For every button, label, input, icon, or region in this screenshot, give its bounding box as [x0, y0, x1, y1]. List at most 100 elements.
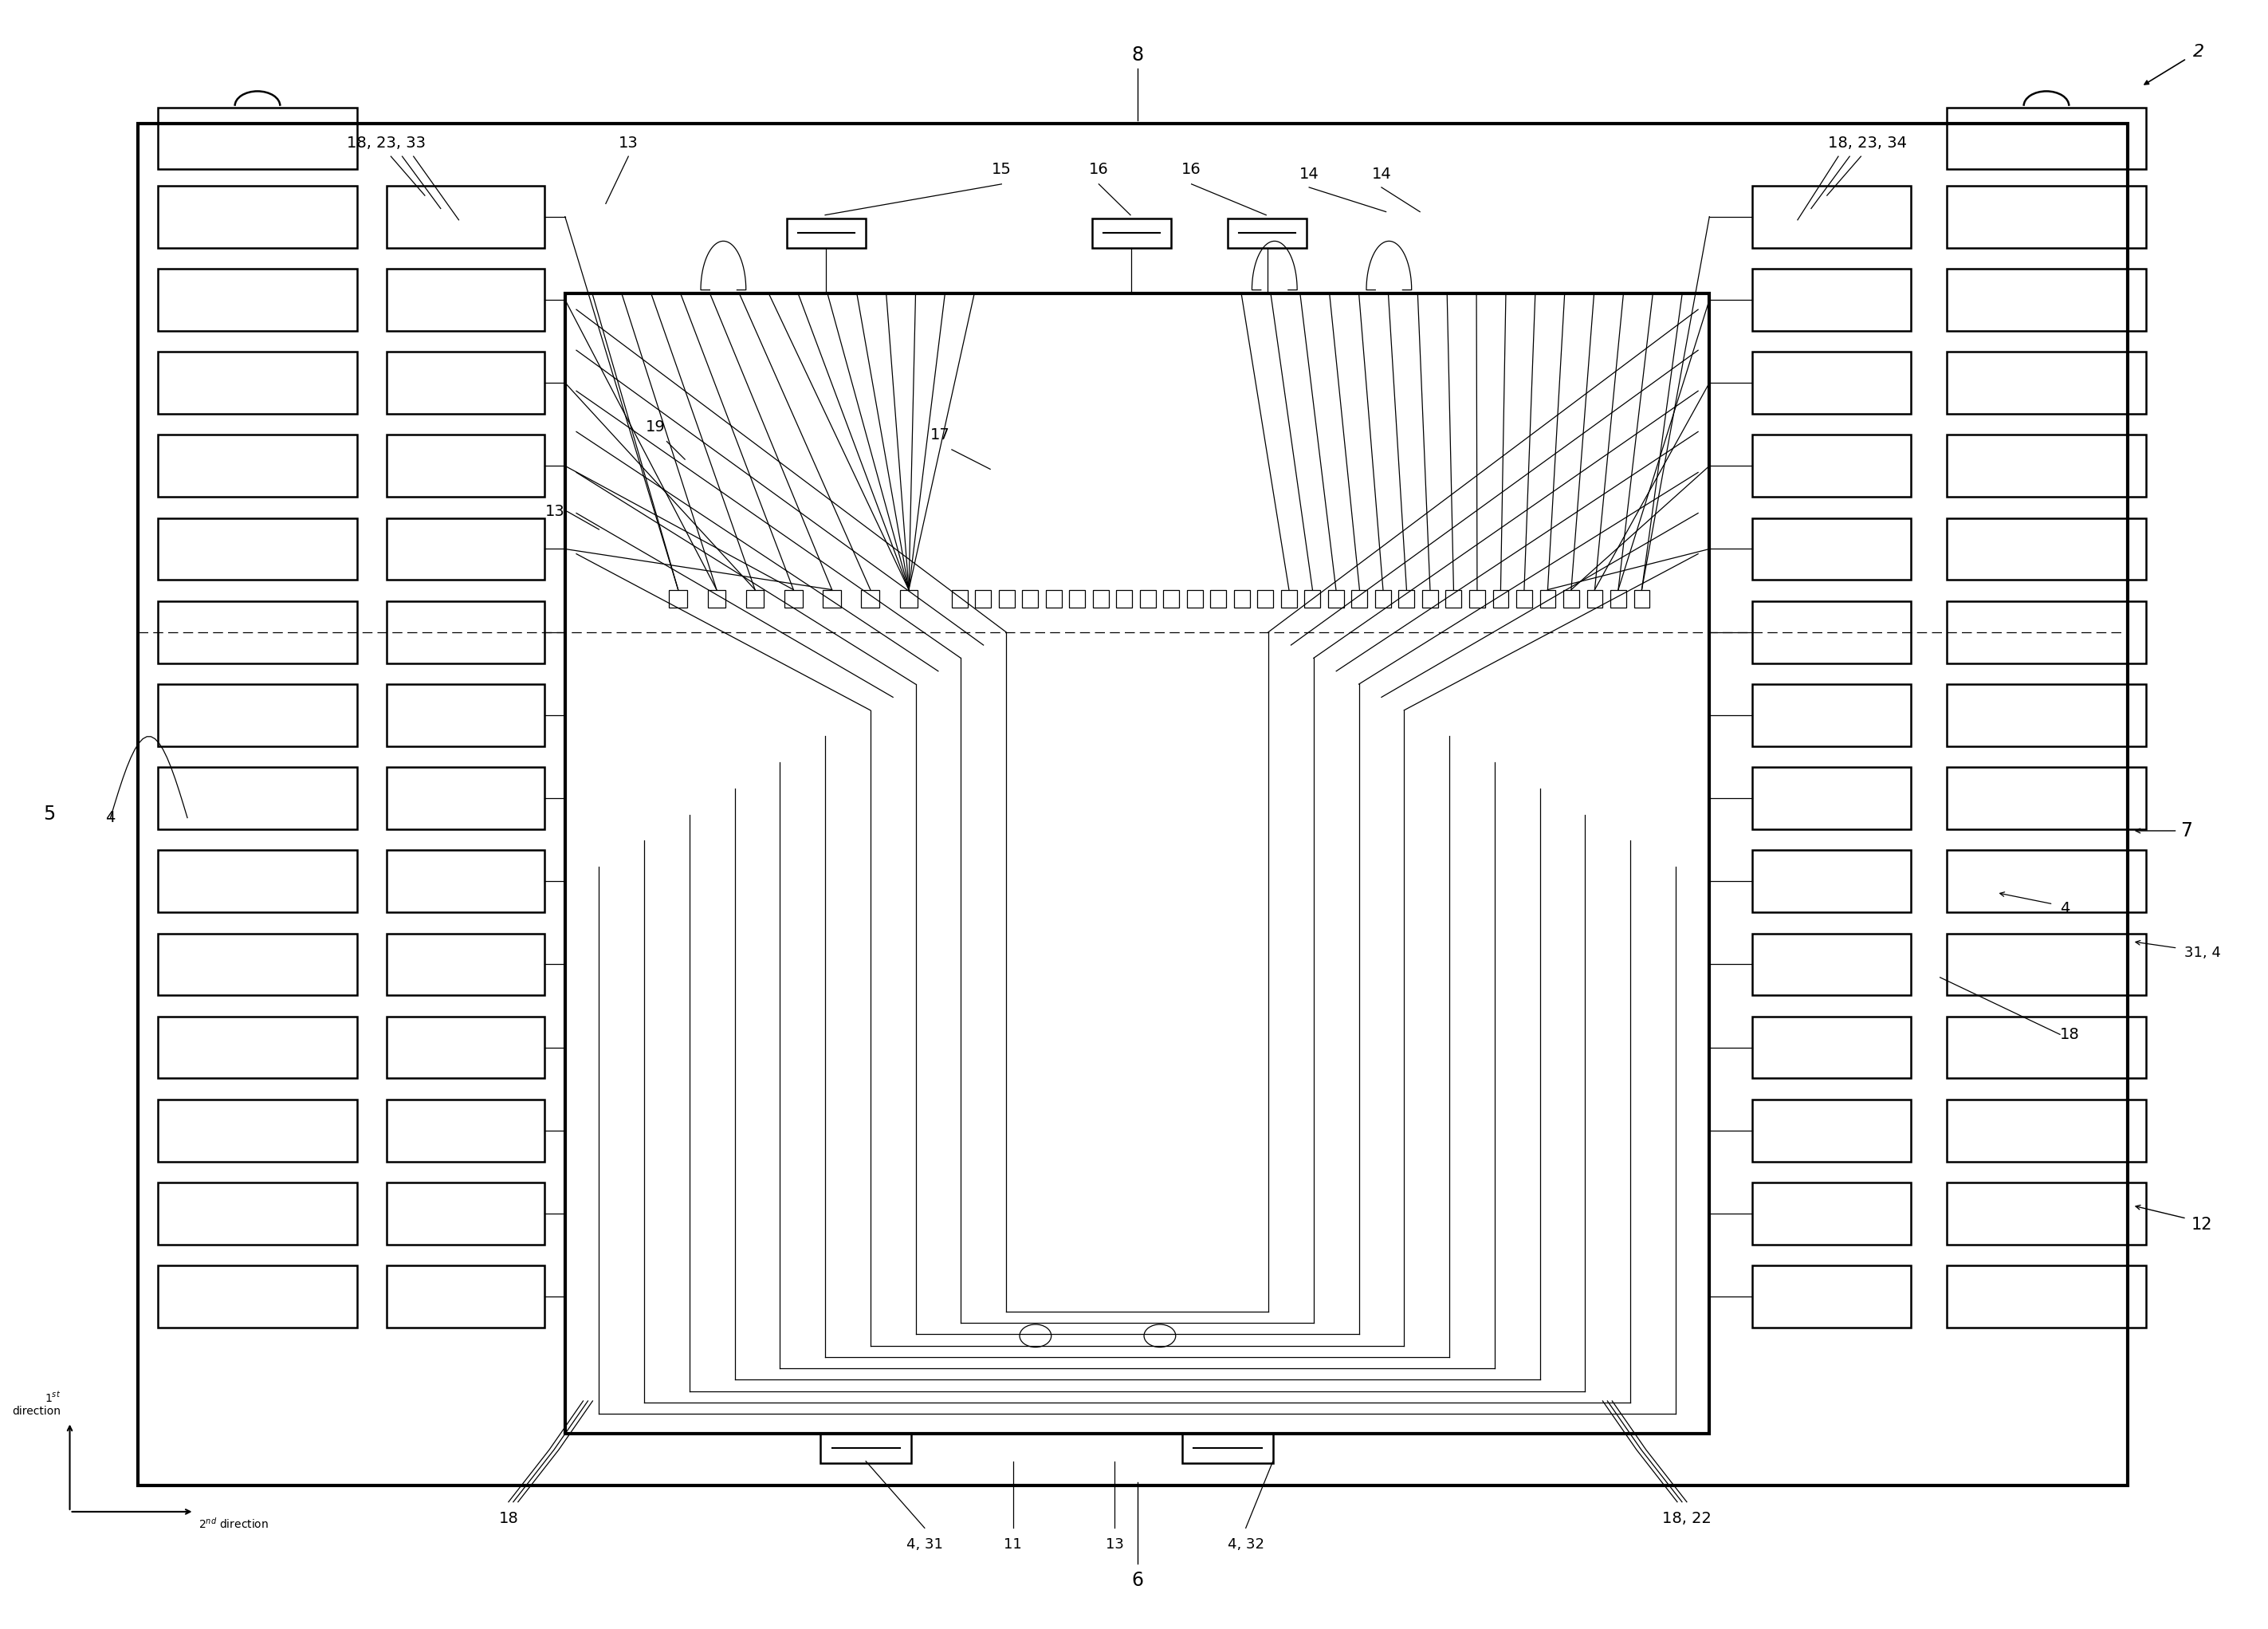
Text: 14: 14 — [1300, 166, 1320, 182]
Bar — [1753, 518, 1910, 580]
Bar — [1946, 684, 2146, 746]
Bar — [1946, 601, 2146, 663]
Bar — [159, 108, 356, 169]
Bar — [386, 1016, 544, 1078]
Bar — [159, 933, 356, 995]
Bar — [159, 1100, 356, 1161]
Bar — [159, 1016, 356, 1078]
Bar — [1946, 352, 2146, 414]
Bar — [823, 590, 841, 608]
Text: 4: 4 — [107, 810, 116, 826]
Text: 16: 16 — [1089, 161, 1109, 178]
Bar — [386, 1100, 544, 1161]
Bar — [1946, 1183, 2146, 1245]
Bar — [1946, 186, 2146, 248]
Bar — [159, 850, 356, 912]
Bar — [1563, 590, 1579, 608]
Bar — [1070, 590, 1084, 608]
Bar — [386, 850, 544, 912]
Text: 18, 22: 18, 22 — [1662, 1510, 1712, 1526]
Bar — [1186, 590, 1202, 608]
Bar — [1753, 1016, 1910, 1078]
Bar — [386, 1266, 544, 1328]
Bar — [1399, 590, 1415, 608]
Bar — [159, 518, 356, 580]
Text: 18: 18 — [499, 1510, 519, 1526]
Bar — [1946, 767, 2146, 829]
Bar — [1946, 1266, 2146, 1328]
Bar — [1304, 590, 1320, 608]
Bar — [1091, 218, 1170, 248]
Bar — [1753, 767, 1910, 829]
Bar — [746, 590, 764, 608]
Bar — [1946, 269, 2146, 331]
Bar — [953, 590, 968, 608]
Bar — [669, 590, 687, 608]
Bar — [1753, 933, 1910, 995]
Text: 13: 13 — [1105, 1538, 1123, 1551]
Bar — [159, 186, 356, 248]
Text: 11: 11 — [1005, 1538, 1023, 1551]
Text: 1$^{st}$
direction: 1$^{st}$ direction — [11, 1390, 61, 1417]
Bar — [159, 1266, 356, 1328]
Bar — [1116, 590, 1132, 608]
Bar — [386, 269, 544, 331]
Bar — [1352, 590, 1368, 608]
Bar — [1046, 590, 1061, 608]
Bar — [862, 590, 880, 608]
Bar — [159, 1183, 356, 1245]
Bar — [1470, 590, 1486, 608]
Text: 4: 4 — [2059, 901, 2071, 917]
Bar — [1753, 1183, 1910, 1245]
Text: 19: 19 — [646, 419, 665, 435]
Bar — [1445, 590, 1461, 608]
Bar — [1610, 590, 1626, 608]
Text: 7: 7 — [2180, 821, 2193, 841]
Text: 4, 32: 4, 32 — [1227, 1538, 1263, 1551]
Bar — [1753, 850, 1910, 912]
Bar — [1281, 590, 1297, 608]
Bar — [1753, 435, 1910, 497]
Bar — [386, 601, 544, 663]
Bar — [386, 435, 544, 497]
Text: 15: 15 — [991, 161, 1012, 178]
Bar — [159, 352, 356, 414]
Bar — [1753, 601, 1910, 663]
Bar — [900, 590, 919, 608]
Text: 18: 18 — [2059, 1026, 2080, 1043]
Text: 13: 13 — [544, 503, 565, 520]
Bar — [1753, 269, 1910, 331]
Bar — [386, 518, 544, 580]
Bar — [1329, 590, 1345, 608]
Bar — [159, 435, 356, 497]
Bar — [1374, 590, 1390, 608]
Text: 12: 12 — [2191, 1217, 2211, 1233]
Bar — [1753, 684, 1910, 746]
Bar — [138, 124, 2127, 1486]
Bar — [159, 767, 356, 829]
Bar — [785, 590, 803, 608]
Bar — [1753, 1100, 1910, 1161]
Bar — [386, 186, 544, 248]
Bar — [159, 601, 356, 663]
Bar — [1256, 590, 1272, 608]
Bar — [1422, 590, 1438, 608]
Bar — [1492, 590, 1508, 608]
Bar — [1946, 1016, 2146, 1078]
Bar — [1753, 186, 1910, 248]
Bar — [787, 218, 866, 248]
Bar — [1946, 435, 2146, 497]
Bar — [1182, 1434, 1272, 1463]
Text: 13: 13 — [619, 135, 637, 151]
Text: 18, 23, 34: 18, 23, 34 — [1828, 135, 1907, 151]
Text: 2$^{nd}$ direction: 2$^{nd}$ direction — [200, 1517, 270, 1531]
Bar — [1141, 590, 1157, 608]
Text: 8: 8 — [1132, 46, 1143, 65]
Text: 4, 31: 4, 31 — [907, 1538, 943, 1551]
Text: 16: 16 — [1182, 161, 1202, 178]
Bar — [1753, 1266, 1910, 1328]
Bar — [1211, 590, 1227, 608]
Bar — [708, 590, 726, 608]
Text: 2: 2 — [2193, 44, 2204, 60]
Bar — [1946, 850, 2146, 912]
